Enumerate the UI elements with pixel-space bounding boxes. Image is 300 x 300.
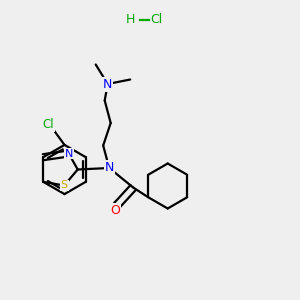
Text: N: N	[64, 148, 73, 158]
Text: N: N	[103, 77, 112, 91]
Text: N: N	[104, 161, 114, 175]
Text: S: S	[61, 181, 68, 190]
Text: O: O	[110, 204, 120, 218]
Text: Cl: Cl	[150, 13, 162, 26]
Text: Cl: Cl	[42, 118, 54, 131]
Text: H: H	[126, 13, 135, 26]
